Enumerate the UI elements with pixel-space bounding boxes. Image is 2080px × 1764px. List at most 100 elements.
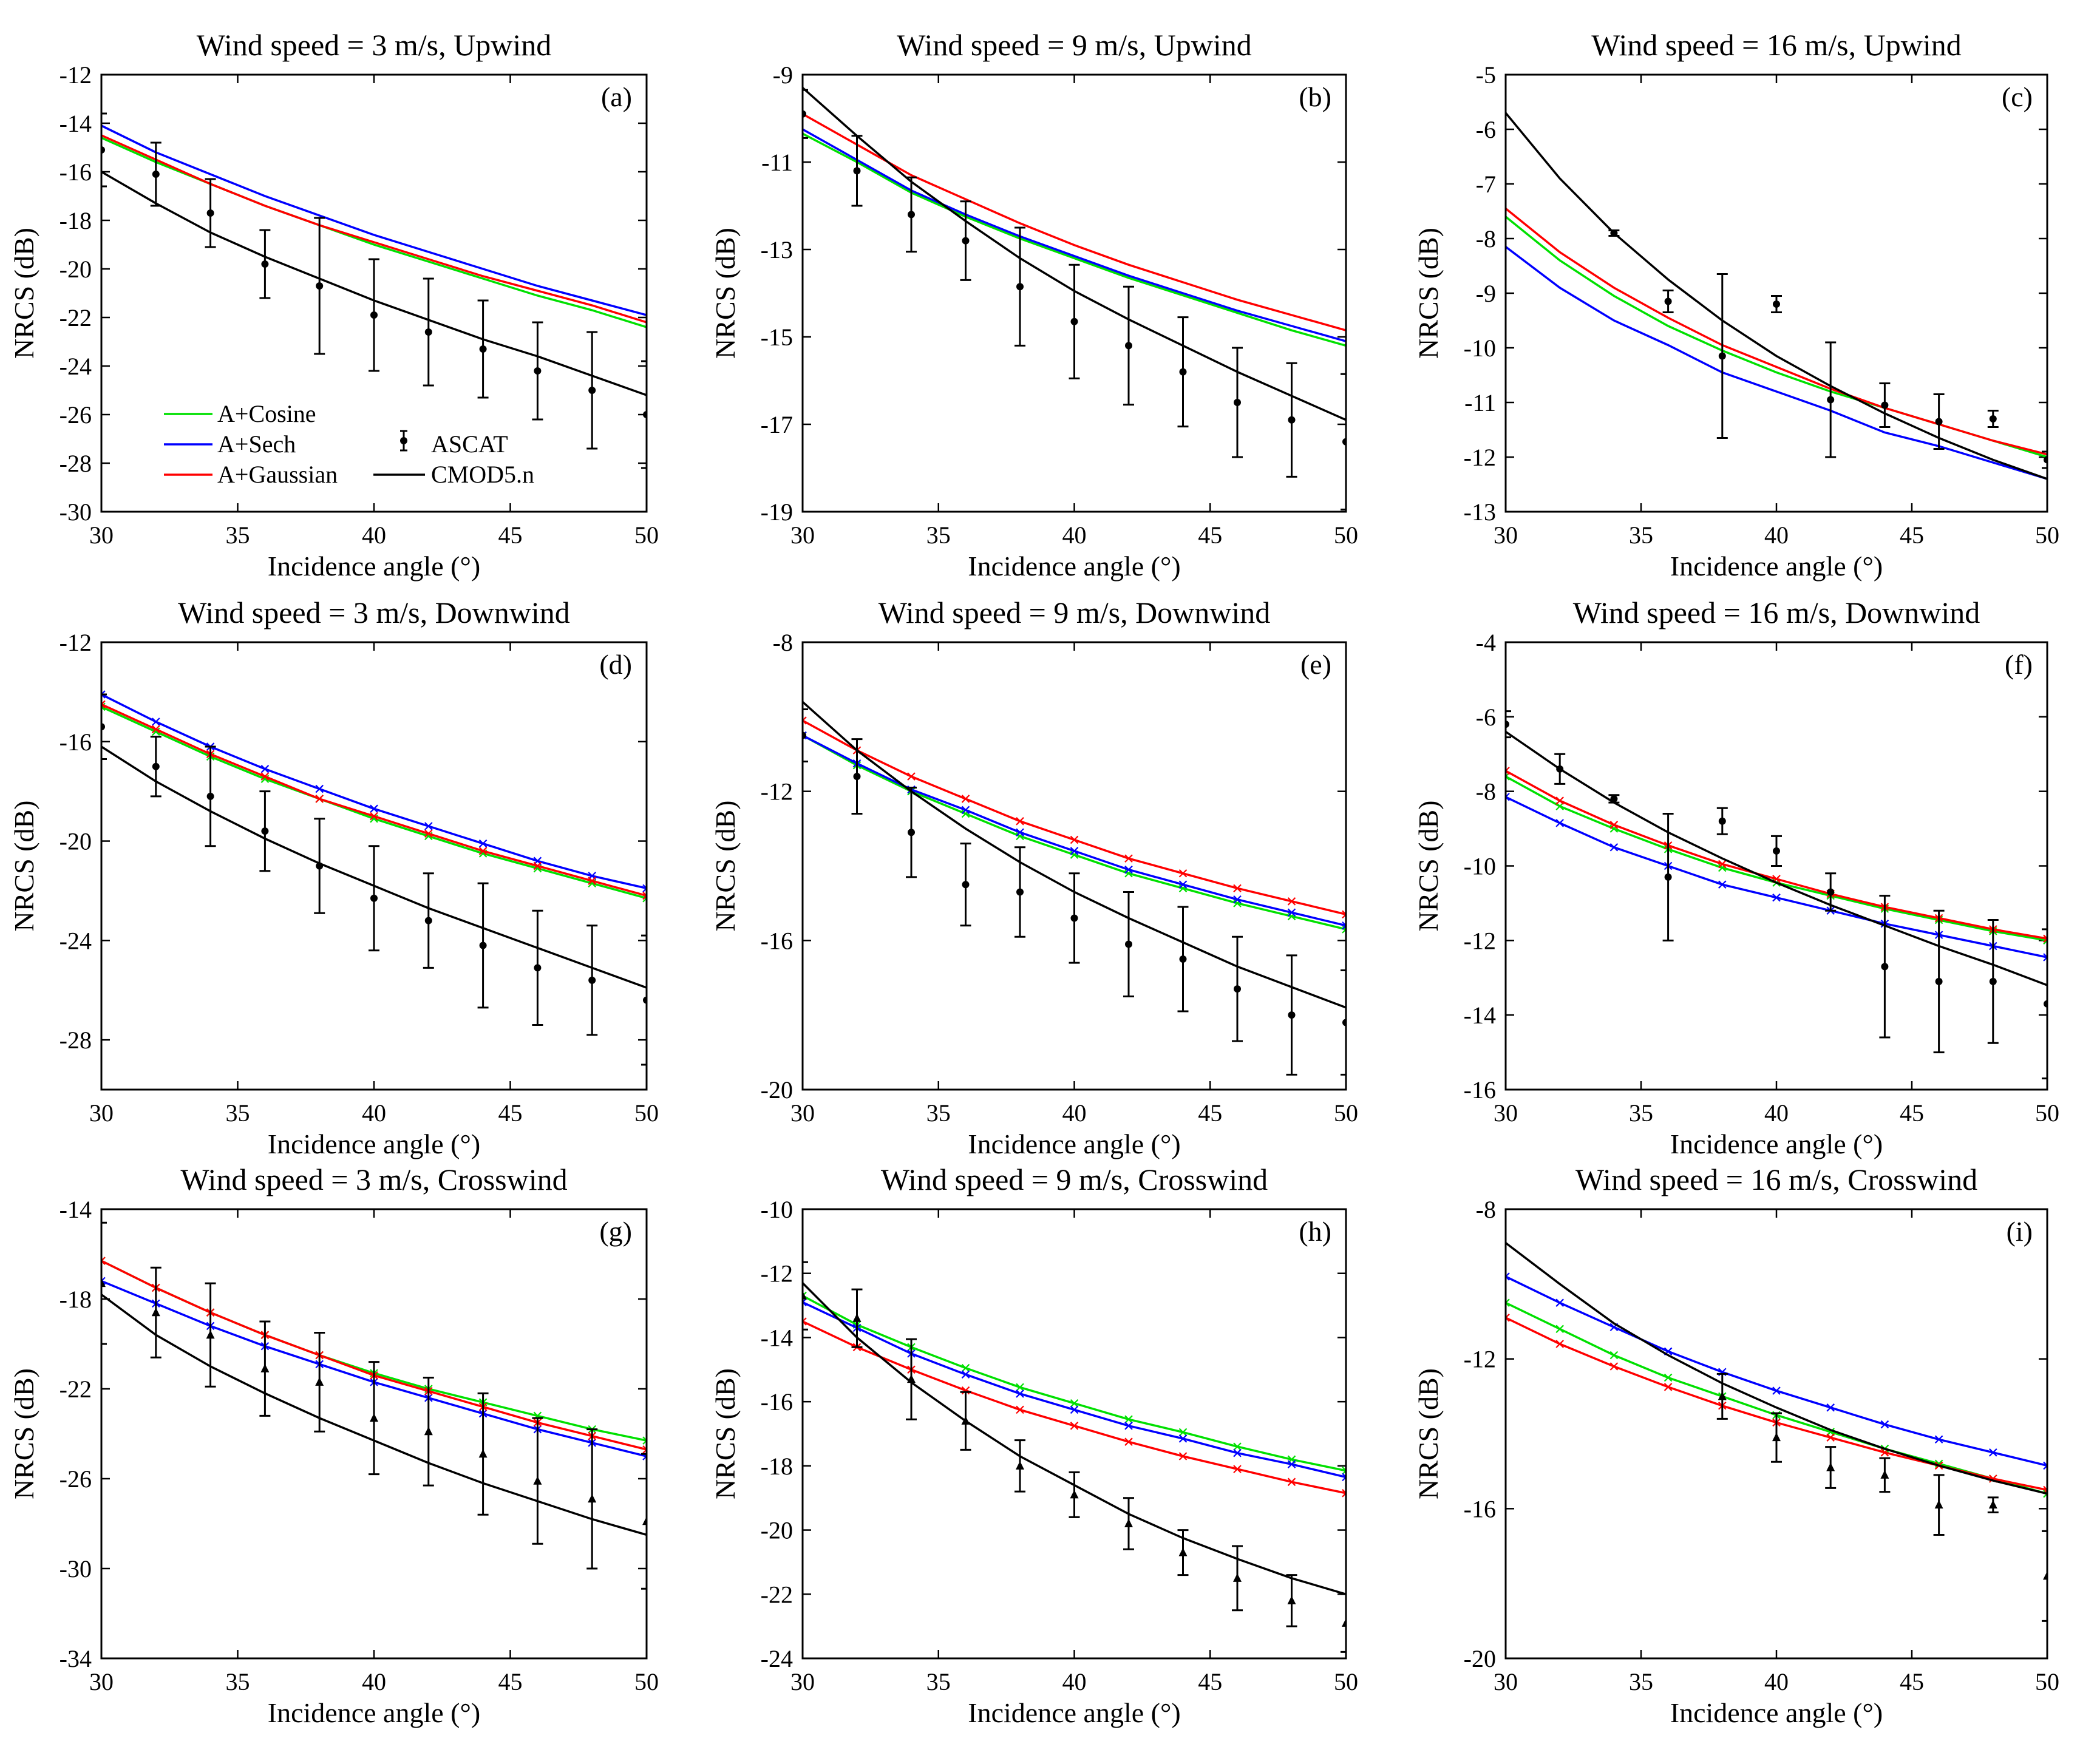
point-marker-gaussian (101, 700, 106, 709)
ascat-point (908, 829, 915, 836)
y-tick-label: -14 (59, 110, 92, 137)
y-tick-label: -20 (1464, 1645, 1496, 1672)
series-line-sech (1506, 796, 2047, 958)
x-tick-label: 45 (1900, 1668, 1924, 1695)
x-tick-label: 50 (634, 1668, 659, 1695)
point-marker-sech (1506, 793, 1510, 801)
y-axis-label: NRCS (dB) (710, 801, 741, 932)
ascat-point (1070, 1490, 1079, 1499)
x-tick-label: 35 (226, 1099, 250, 1127)
point-marker-cosine (1070, 1399, 1079, 1408)
x-tick-label: 30 (89, 1099, 114, 1127)
y-tick-label: -16 (1464, 1076, 1496, 1104)
series-line-gaussian (803, 1320, 1346, 1494)
point-marker-gaussian (1124, 854, 1133, 863)
series-line-cosine (803, 132, 1346, 347)
y-tick-label: -12 (761, 778, 793, 806)
y-tick-label: -8 (773, 629, 793, 656)
point-marker-sech (1772, 893, 1781, 902)
ascat-point (1125, 940, 1132, 948)
y-tick-label: -20 (761, 1076, 793, 1104)
panel-label: (c) (2002, 81, 2033, 112)
y-tick-label: -14 (59, 1196, 92, 1223)
axes-frame (1504, 1208, 2048, 1660)
point-marker-sech (1070, 1405, 1079, 1414)
ascat-point (908, 211, 915, 219)
ascat-point (1718, 352, 1726, 360)
x-tick-label: 35 (226, 521, 250, 549)
legend-ascat-marker (400, 437, 407, 444)
point-marker-sech (1342, 1473, 1346, 1482)
x-axis-label: Incidence angle (°) (1670, 1697, 1883, 1728)
y-tick-label: -18 (59, 207, 92, 234)
x-tick-label: 35 (226, 1668, 250, 1695)
ascat-point (1125, 342, 1132, 350)
y-axis-label: NRCS (dB) (8, 801, 39, 932)
axes-frame (801, 73, 1347, 513)
x-axis-label: Incidence angle (°) (268, 1697, 480, 1728)
x-tick-label: 50 (1334, 1668, 1358, 1695)
ascat-point (1827, 888, 1835, 896)
ascat-point (533, 1476, 542, 1485)
panel-label: (h) (1299, 1216, 1331, 1247)
x-tick-label: 30 (89, 1668, 114, 1695)
point-marker-gaussian (1342, 1489, 1346, 1498)
panel-c: Wind speed = 16 m/s, Upwind 30 35 40 45 50 -13… (1413, 28, 2059, 582)
x-tick-label: 50 (1334, 1099, 1358, 1127)
point-marker-sech (1555, 819, 1564, 827)
ascat-point (1989, 977, 1997, 985)
y-tick-label: -15 (761, 324, 793, 351)
chart-title: Wind speed = 9 m/s, Downwind (879, 595, 1271, 629)
point-marker-gaussian (1342, 910, 1346, 919)
ascat-point (1989, 415, 1997, 422)
chart-title: Wind speed = 16 m/s, Upwind (1591, 28, 1961, 62)
x-tick-label: 40 (362, 1668, 386, 1695)
point-marker-cosine (642, 1436, 647, 1445)
x-tick-label: 30 (1494, 1668, 1518, 1695)
axes-frame (100, 1208, 648, 1660)
y-tick-label: -26 (59, 401, 92, 429)
series-line-cmod (1506, 730, 2047, 986)
x-tick-label: 50 (2035, 1668, 2059, 1695)
y-tick-label: -13 (1464, 498, 1496, 526)
point-marker-sech (1342, 921, 1346, 930)
y-tick-label: -11 (761, 149, 793, 176)
point-marker-sech (1880, 1420, 1889, 1429)
y-axis-label: NRCS (dB) (8, 1368, 39, 1499)
plot-area (101, 690, 647, 1066)
x-tick-label: 35 (1629, 521, 1653, 549)
ascat-point (316, 862, 324, 870)
point-marker-sech (1826, 1403, 1835, 1412)
ascat-point (1988, 1500, 1997, 1509)
y-tick-label: -24 (59, 927, 92, 954)
point-marker-gaussian (1555, 796, 1564, 805)
point-marker-gaussian (907, 772, 916, 781)
y-tick-label: -14 (1464, 1002, 1496, 1029)
x-tick-label: 40 (1764, 521, 1789, 549)
ascat-point (1935, 418, 1943, 426)
ascat-point (1881, 401, 1889, 409)
series-line-sech (803, 128, 1346, 342)
point-marker-gaussian (1609, 1362, 1619, 1371)
point-marker-gaussian (588, 877, 596, 885)
y-axis-label: NRCS (dB) (8, 228, 39, 359)
y-tick-label: -28 (59, 450, 92, 477)
point-marker-sech (961, 1370, 970, 1379)
ascat-point (478, 1449, 488, 1458)
ascat-point (1556, 765, 1564, 773)
ascat-point (1935, 977, 1943, 985)
x-tick-label: 40 (1062, 1668, 1087, 1695)
ascat-point (261, 260, 269, 268)
y-tick-label: -14 (761, 1324, 793, 1351)
point-marker-sech (101, 690, 106, 699)
point-marker-gaussian (1826, 1433, 1835, 1442)
ascat-point (315, 1377, 324, 1386)
ascat-point (1179, 368, 1187, 376)
series-line-cosine (803, 1295, 1346, 1472)
panel-f: Wind speed = 16 m/s, Downwind 30 35 40 45 50 -… (1413, 595, 2059, 1159)
ascat-point (962, 237, 970, 245)
legend-label-cmod: CMOD5.n (431, 461, 534, 488)
point-marker-gaussian (803, 1317, 807, 1326)
ascat-point (151, 1308, 160, 1317)
